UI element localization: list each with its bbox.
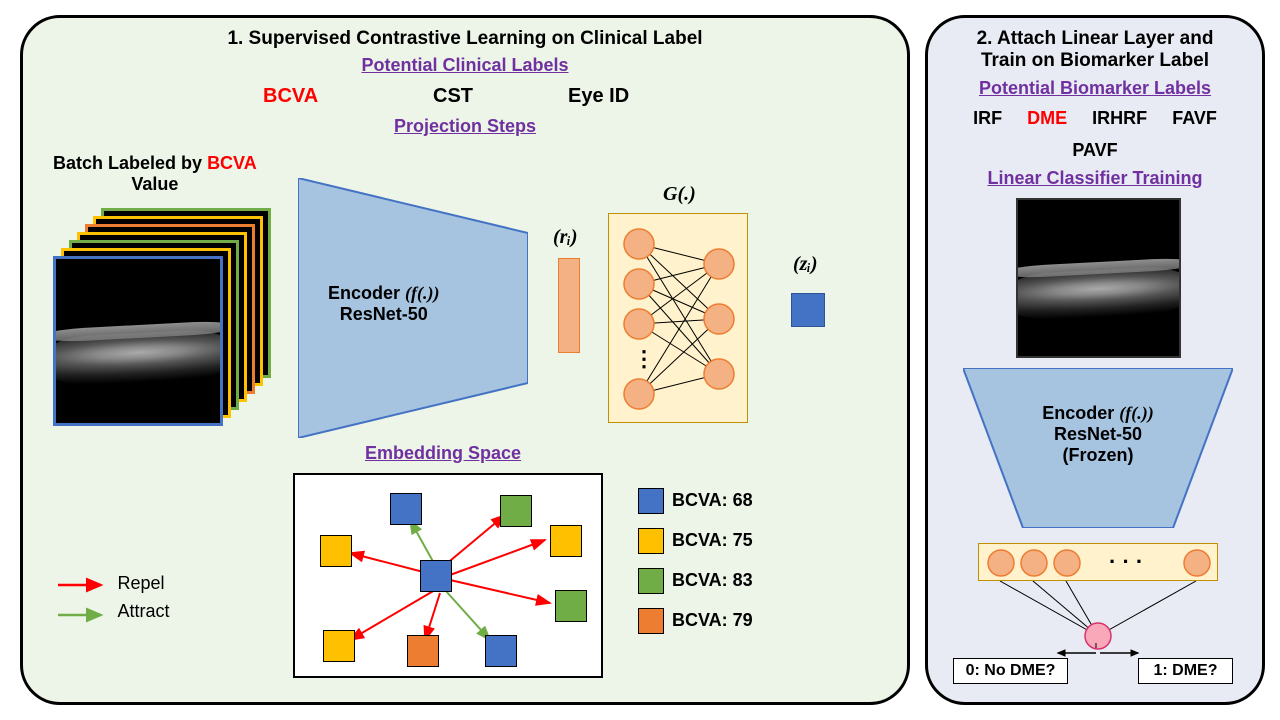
output-no-dme: 0: No DME? [953,658,1068,684]
ri-vector [558,258,580,353]
embedding-box [293,473,603,678]
subtitle-clinical-labels: Potential Clinical Labels [23,55,907,76]
svg-text:⋮: ⋮ [633,346,655,371]
label-eyeid: Eye ID [568,85,629,108]
panel1-title: 1. Supervised Contrastive Learning on Cl… [23,28,907,50]
g-label: G(.) [663,183,696,206]
output-dme: 1: DME? [1138,658,1233,684]
g-network: ⋮ [609,214,749,424]
subtitle-projection: Projection Steps [23,116,907,137]
zi-square [791,293,825,327]
svg-text:· · ·: · · · [1109,549,1143,574]
classifier-lines [978,581,1218,651]
zi-label: (zᵢ) [793,253,818,276]
subtitle-linear: Linear Classifier Training [928,168,1262,189]
biomarkers-row1: IRF DME IRHRF FAVF [928,108,1262,129]
legend-arrows: Repel Attract [53,573,169,628]
encoder-frozen-label: Encoder (f(.)) ResNet-50 (Frozen) [978,403,1218,466]
ri-label: (rᵢ) [553,226,578,249]
subtitle-biomarker: Potential Biomarker Labels [928,78,1262,99]
image-stack [53,208,263,418]
oct-image [53,256,223,426]
biomarker-pavf: PAVF [928,140,1262,161]
encoder-label: Encoder (f(.)) ResNet-50 [328,283,440,325]
label-bcva: BCVA [263,85,318,108]
legend-bcva: BCVA: 68 BCVA: 75 BCVA: 83 BCVA: 79 [638,488,753,634]
oct-image-2 [1016,198,1181,358]
panel2-title: 2. Attach Linear Layer and Train on Biom… [928,28,1262,72]
g-box: ⋮ [608,213,748,423]
panel-contrastive-learning: 1. Supervised Contrastive Learning on Cl… [20,15,910,705]
subtitle-embedding: Embedding Space [293,443,593,464]
panel-linear-classifier: 2. Attach Linear Layer and Train on Biom… [925,15,1265,705]
batch-label: Batch Labeled by BCVA Value [53,153,257,195]
label-cst: CST [433,85,473,108]
feature-vector: · · · [978,543,1218,581]
